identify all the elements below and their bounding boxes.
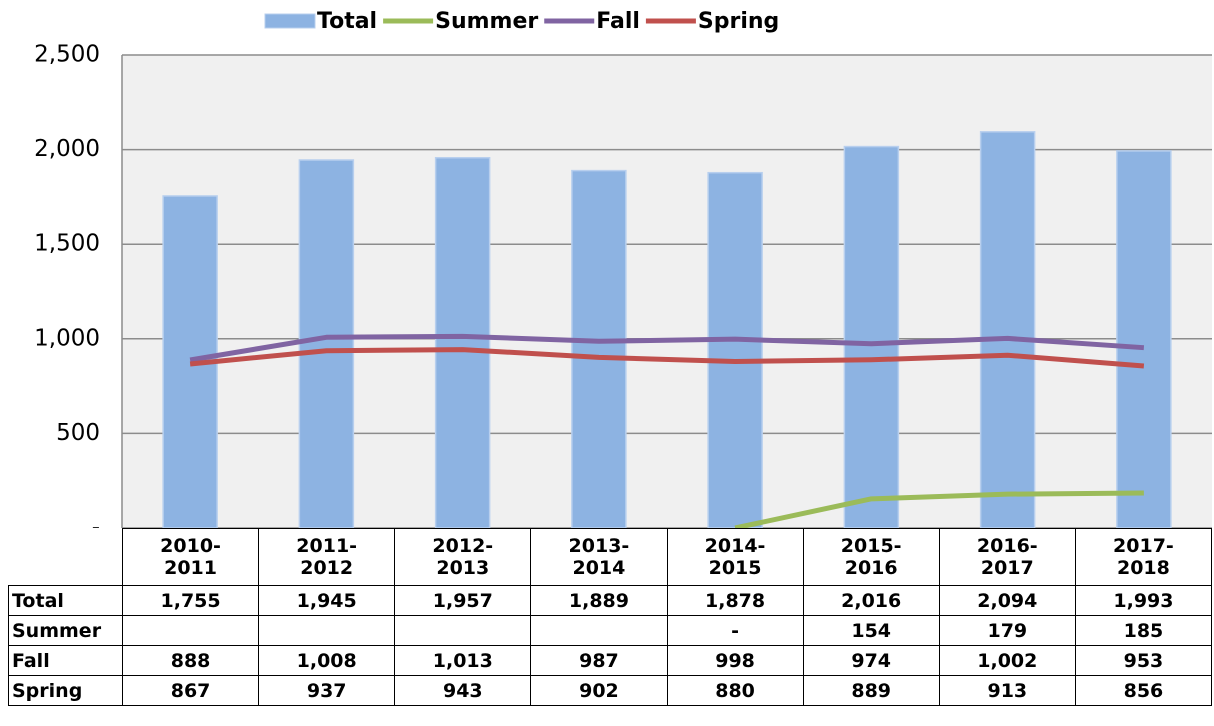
- value-cell: 953: [1074, 645, 1213, 676]
- category-label: 2010-2011: [160, 535, 221, 579]
- data-table: 2010-2011 2011-2012 2012-2013 2013-2014 2014…: [8, 528, 1213, 706]
- value-cell: 1,957: [394, 585, 532, 616]
- category-cell: 2015-2016: [802, 528, 940, 586]
- value-cell: 2,094: [938, 585, 1076, 616]
- value-cell: 1,013: [394, 645, 532, 676]
- y-tick-label: 2,500: [34, 42, 100, 68]
- bar: [434, 156, 491, 528]
- value-cell: 185: [1074, 615, 1213, 646]
- value-cell: [258, 615, 396, 646]
- category-cell: 2017-2018: [1074, 528, 1213, 586]
- value-cell: 998: [666, 645, 804, 676]
- value-cell: [394, 615, 532, 646]
- bar: [707, 171, 763, 528]
- category-label: 2016-2017: [976, 535, 1038, 579]
- category-label: 2013-2014: [568, 535, 630, 579]
- table-row: Total 1,755 1,945 1,957 1,889 1,878 2,016 2,094…: [8, 585, 1213, 616]
- value-cell: 1,993: [1074, 585, 1213, 616]
- y-tick-label: 1,000: [34, 325, 100, 351]
- row-label: Fall: [8, 645, 123, 676]
- value-cell: 943: [394, 675, 532, 706]
- table-corner: [9, 529, 123, 586]
- value-cell: 867: [121, 675, 260, 706]
- legend-swatch: [264, 13, 316, 29]
- category-label: 2014-2015: [704, 535, 766, 579]
- legend-label: Spring: [698, 9, 779, 34]
- value-cell: -: [666, 615, 804, 646]
- value-cell: 888: [121, 645, 260, 676]
- line: [189, 333, 1145, 363]
- y-tick-label: 500: [56, 420, 100, 446]
- legend-label: Total: [317, 9, 377, 34]
- legend-label: Summer: [435, 9, 538, 34]
- value-cell: 1,755: [121, 585, 260, 616]
- table-row: Summer -154 179 185: [8, 615, 1213, 646]
- value-cell: 1,889: [530, 585, 668, 616]
- y-tick-label: 2,000: [34, 136, 100, 162]
- row-label: Spring: [8, 675, 123, 706]
- value-cell: 1,002: [938, 645, 1076, 676]
- category-cell: 2013-2014: [530, 528, 668, 586]
- table-header-row: 2010-2011 2011-2012 2012-2013 2013-2014 2014…: [9, 528, 1213, 586]
- value-cell: 902: [530, 675, 668, 706]
- value-cell: 880: [666, 675, 804, 706]
- category-label: 2015-2016: [840, 535, 902, 579]
- category-cell: 2014-2015: [666, 528, 804, 586]
- plot-area: [122, 55, 1212, 528]
- row-label: Total: [8, 585, 123, 616]
- chart: - 500 1,000 1,500 2,000 2,500 Total Summer Fall S…: [34, 9, 1212, 529]
- category-label: 2011-2012: [296, 535, 358, 579]
- value-cell: 1,878: [666, 585, 804, 616]
- value-cell: [121, 615, 260, 646]
- table-row: Spring 867 937 943 902 880 889 913 856: [8, 675, 1213, 706]
- value-cell: [530, 615, 668, 646]
- value-cell: 913: [938, 675, 1076, 706]
- value-cell: 987: [530, 645, 668, 676]
- category-cell: 2011-2012: [258, 528, 396, 586]
- y-tick-label: 1,500: [34, 231, 100, 257]
- bar: [843, 145, 900, 528]
- value-cell: 154: [802, 615, 940, 646]
- row-label: Summer: [8, 615, 123, 646]
- value-cell: 1,008: [258, 645, 396, 676]
- category-label: 2017-2018: [1113, 535, 1174, 579]
- line: [734, 490, 1144, 528]
- bar: [571, 169, 627, 528]
- category-label: 2012-2013: [432, 535, 494, 579]
- value-cell: 974: [802, 645, 940, 676]
- table-row: Fall 888 1,008 1,013 987 998 974 1,002 953: [8, 645, 1213, 676]
- legend-label: Fall: [596, 9, 640, 34]
- y-tick-label: -: [92, 515, 100, 529]
- bar: [979, 131, 1036, 528]
- category-cell: 2016-2017: [938, 528, 1076, 586]
- bar: [1116, 150, 1172, 528]
- value-cell: 179: [938, 615, 1076, 646]
- value-cell: 856: [1074, 675, 1213, 706]
- bar: [298, 159, 355, 528]
- category-cell: 2012-2013: [394, 528, 532, 586]
- line: [189, 347, 1145, 369]
- category-cell: 2010-2011: [121, 528, 260, 586]
- value-cell: 2,016: [802, 585, 940, 616]
- legend: Total Summer Fall Spring: [264, 9, 779, 34]
- value-cell: 937: [258, 675, 396, 706]
- value-cell: 1,945: [258, 585, 396, 616]
- value-cell: 889: [802, 675, 940, 706]
